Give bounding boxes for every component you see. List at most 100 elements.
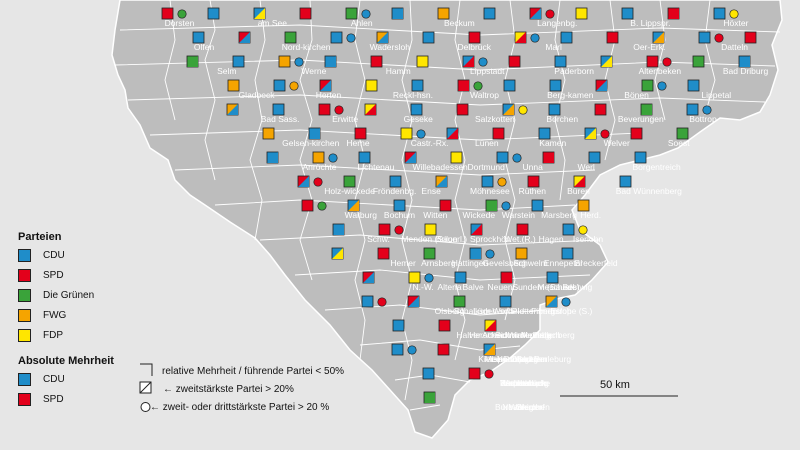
place-label: Anröchte xyxy=(303,162,337,172)
place-label: Menden (Sauerl.) xyxy=(401,234,467,244)
municipality-symbol xyxy=(439,199,452,212)
place-label: Drolshagen xyxy=(504,354,548,364)
municipality-symbol xyxy=(516,223,529,236)
municipality-symbol xyxy=(364,103,377,116)
municipality-symbol xyxy=(621,7,634,20)
place-label: Iserlohn xyxy=(573,234,604,244)
place-label: am See xyxy=(258,18,288,28)
place-label: Meinerzhagen xyxy=(485,354,539,364)
municipality-symbol xyxy=(437,343,450,356)
place-label: Langenbg. xyxy=(537,18,577,28)
place-label: Werne xyxy=(301,66,326,76)
place-label: Schalksm. xyxy=(454,306,493,316)
municipality-symbol xyxy=(500,271,513,284)
place-label: Netphen xyxy=(500,378,532,388)
municipality-symbol xyxy=(529,7,555,20)
legend-mehrheit-swatch xyxy=(18,373,31,386)
place-label: Warburg xyxy=(345,210,378,220)
municipality-symbol xyxy=(207,7,220,20)
place-label: Brilon xyxy=(436,234,458,244)
municipality-symbol xyxy=(345,7,371,20)
municipality-symbol xyxy=(634,151,647,164)
place-label: Welver xyxy=(604,138,630,148)
place-label: Erndtebrück xyxy=(500,378,547,388)
place-label: Bad Sass. xyxy=(261,114,300,124)
legend-partei-row: Die Grünen xyxy=(18,289,94,302)
legend-partei-label: SPD xyxy=(43,270,64,281)
place-label: Lippetal xyxy=(701,90,731,100)
municipality-symbol xyxy=(469,247,495,260)
municipality-symbol xyxy=(606,31,619,44)
place-label: Olfen xyxy=(194,42,215,52)
place-label: Salzkotten xyxy=(475,114,515,124)
place-label: Marsberg xyxy=(541,210,577,220)
municipality-symbol xyxy=(619,175,632,188)
municipality-symbol xyxy=(393,199,406,212)
place-label: Wadersloh xyxy=(370,42,411,52)
place-label: Büren xyxy=(567,186,590,196)
place-label: Neunkirchen xyxy=(502,402,550,412)
place-label: Ense xyxy=(421,186,441,196)
place-label: Beckum xyxy=(444,18,475,28)
place-label: Breckerfeld xyxy=(575,258,618,268)
legend-partei-swatch xyxy=(18,289,31,302)
municipality-symbol xyxy=(492,127,505,140)
municipality-symbol xyxy=(227,79,240,92)
municipality-symbol xyxy=(454,271,467,284)
municipality-symbol xyxy=(450,151,463,164)
municipality-symbols xyxy=(161,7,757,404)
municipality-symbol xyxy=(238,31,251,44)
municipality-symbol xyxy=(423,391,436,404)
municipality-borders xyxy=(114,0,781,411)
legend-partei-label: FWG xyxy=(43,310,67,321)
place-label: Schw. xyxy=(367,234,390,244)
municipality-symbol xyxy=(389,175,402,188)
municipality-symbol xyxy=(423,247,436,260)
place-label: Schmallenberg xyxy=(495,330,552,340)
scale-bar: 50 km xyxy=(560,379,678,397)
note-zweit: ← zweitstärkste Partei > 20% xyxy=(163,384,294,395)
municipality-symbol xyxy=(161,7,187,20)
municipality-symbol xyxy=(358,151,371,164)
municipality-symbol xyxy=(416,55,429,68)
place-label: Fröndenbg. xyxy=(373,186,416,196)
municipality-symbol xyxy=(562,223,588,236)
note-dritt-text: zweit- oder drittstärkste Partei > 20 % xyxy=(162,402,330,413)
place-label: Sundern (Sauerl.) xyxy=(513,282,580,292)
municipality-symbol xyxy=(411,79,424,92)
municipality-symbol xyxy=(698,31,724,44)
place-label: Attendorn xyxy=(482,330,519,340)
note-relative: relative Mehrheit / führende Partei < 50… xyxy=(162,366,345,377)
place-label: Freudenberg xyxy=(500,378,549,388)
municipality-symbol xyxy=(278,55,304,68)
scale-bar-label: 50 km xyxy=(600,379,630,391)
place-label: Neuenr. xyxy=(488,282,518,292)
municipality-symbol xyxy=(515,247,528,260)
legend-partei-row: SPD xyxy=(18,269,64,282)
place-label: Wet.(R.) xyxy=(504,234,536,244)
place-label: Erwitte xyxy=(332,114,358,124)
municipality-symbol xyxy=(376,31,389,44)
municipality-symbol xyxy=(468,367,494,380)
place-label: Borchen xyxy=(546,114,578,124)
place-label: Hemer xyxy=(390,258,416,268)
municipality-symbol xyxy=(232,55,245,68)
place-label: Wenden xyxy=(500,378,532,388)
municipality-symbol xyxy=(435,175,448,188)
municipality-symbol xyxy=(391,343,417,356)
municipality-symbol xyxy=(545,295,571,308)
place-label: Geseke xyxy=(404,114,434,124)
municipality-symbol xyxy=(485,199,511,212)
municipality-symbol xyxy=(554,55,567,68)
municipality-symbol xyxy=(378,223,404,236)
place-label: Paderborn xyxy=(554,66,594,76)
municipality-symbol xyxy=(312,151,338,164)
municipality-symbol xyxy=(437,7,450,20)
municipality-symbol xyxy=(508,55,521,68)
place-label: Bönen xyxy=(624,90,649,100)
legend-partei-swatch xyxy=(18,269,31,282)
place-label: Marl xyxy=(545,42,562,52)
place-label: Meschede xyxy=(538,282,577,292)
place-label: Olsberg xyxy=(435,306,465,316)
